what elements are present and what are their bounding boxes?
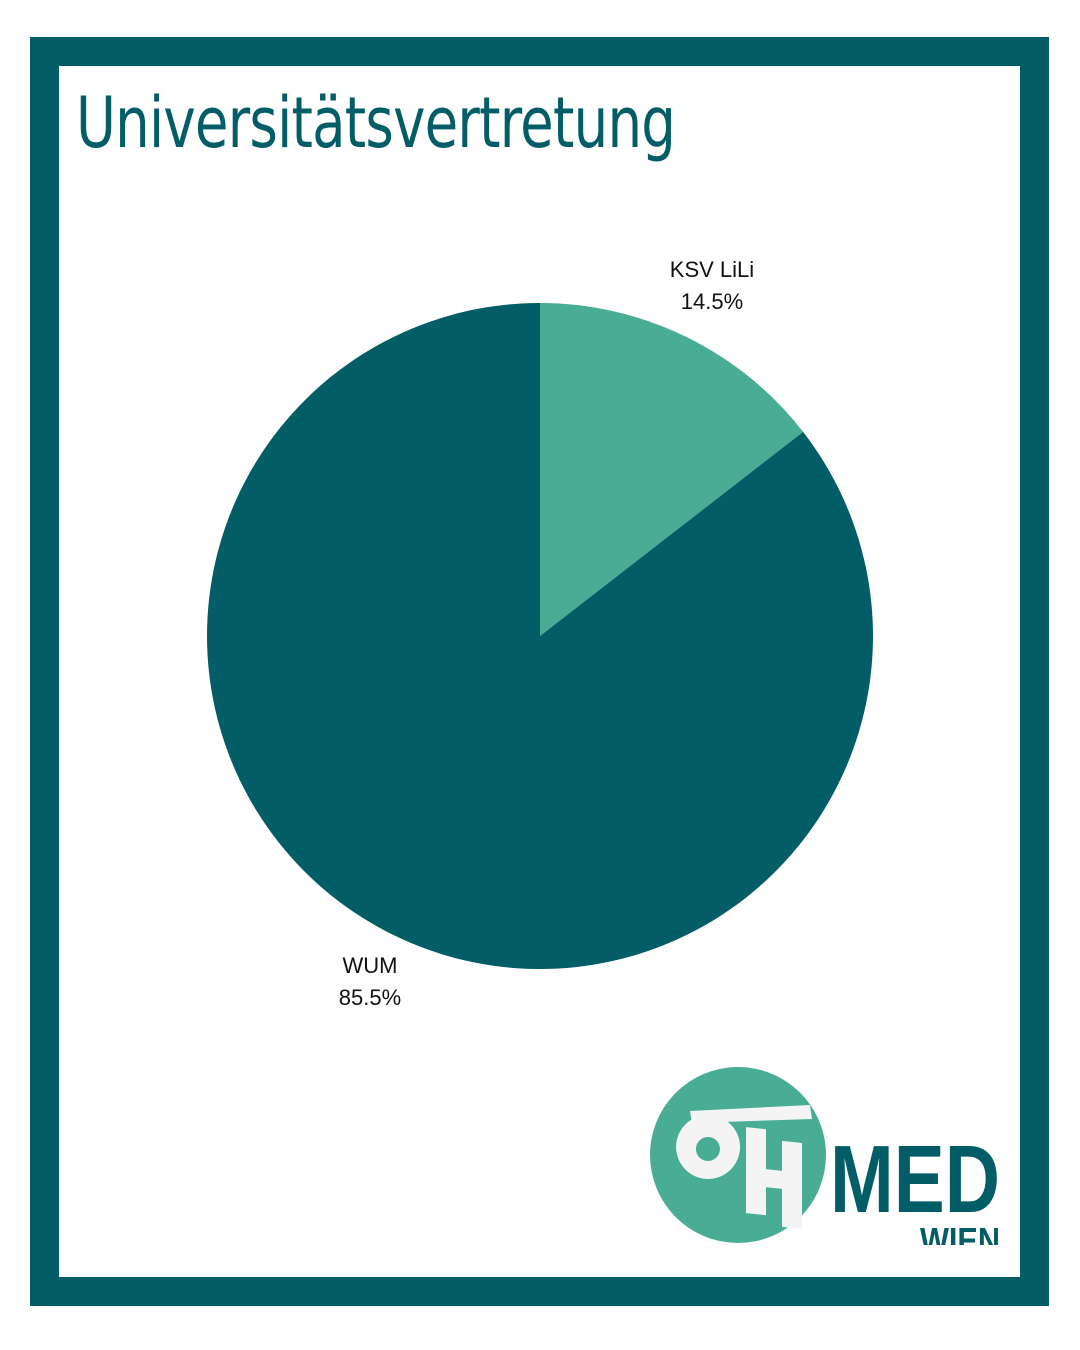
pie-slices	[207, 303, 873, 970]
slice-label-value-wum: 85.5%	[339, 985, 401, 1010]
chart-title: Universitätsvertretung	[76, 82, 676, 164]
logo-oh-mark	[676, 1105, 812, 1229]
pie-slice-wum	[207, 303, 873, 970]
pie-slice-ksv-lili	[540, 303, 804, 636]
logo-wordmark: MED	[830, 1126, 1000, 1233]
pie-labels: KSV LiLi 14.5% WUM 85.5%	[339, 257, 754, 1010]
slice-label-name-wum: WUM	[343, 953, 398, 978]
logo-subtitle: WIEN	[920, 1220, 1000, 1245]
slice-label-value-ksv-lili: 14.5%	[681, 289, 743, 314]
slice-label-name-ksv-lili: KSV LiLi	[670, 257, 754, 282]
oeh-med-wien-logo: MED WIEN	[650, 1067, 1000, 1245]
